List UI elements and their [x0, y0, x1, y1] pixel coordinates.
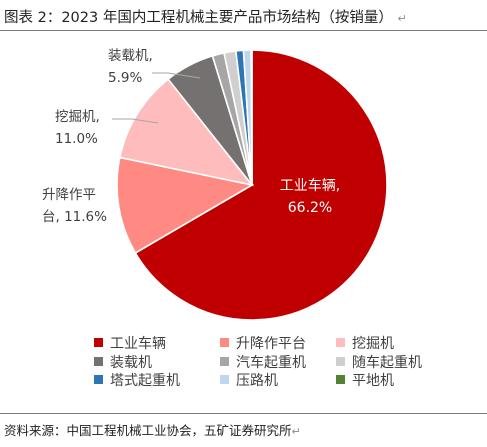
slice-3-data-label: 装载机, 5.9%	[108, 48, 153, 86]
slice-0	[134, 49, 388, 321]
title-divider	[0, 30, 487, 31]
legend-item-7: 压路机	[220, 373, 278, 389]
source-note: 资料来源：中国工程机械工业协会，五矿证券研究所↵	[4, 423, 301, 438]
slice-1	[116, 156, 255, 255]
figure-title: 图表 2：2023 年国内工程机械主要产品市场结构（按销量） ↵	[4, 10, 407, 26]
legend-label-2: 挖掘机	[352, 336, 394, 352]
legend-item-0: 工业车辆	[94, 335, 166, 352]
legend-item-1: 升降作平台	[220, 336, 306, 352]
slice-1-data-label: 升降作平台, 11.6%	[42, 187, 107, 225]
legend-item-3: 装载机	[94, 355, 152, 371]
slice-2	[118, 78, 254, 187]
source-divider	[0, 413, 487, 414]
legend-item-5: 随车起重机	[336, 354, 422, 371]
legend-swatch-2	[336, 338, 345, 347]
pie-chart: 工业车辆, 66.2%升降作平台, 11.6%挖掘机, 11.0%装载机, 5.9% …	[42, 48, 422, 389]
legend-swatch-0	[94, 338, 103, 347]
legend-swatch-3	[94, 357, 103, 366]
legend-swatch-8	[336, 375, 345, 384]
legend-item-4: 汽车起重机	[220, 354, 306, 371]
legend-swatch-1	[220, 338, 229, 347]
legend-label-0: 工业车辆	[110, 335, 166, 352]
legend-item-6: 塔式起重机	[94, 373, 180, 389]
slice-labels: 工业车辆, 66.2% 升降作平台, 11.6% 挖掘机, 11.0%装载机, 5.9%	[42, 48, 340, 225]
legend-label-8: 平地机	[352, 373, 394, 389]
label-leader-lines	[112, 72, 201, 124]
legend-label-6: 塔式起重机	[110, 373, 180, 389]
legend-label-3: 装载机	[110, 355, 152, 371]
pie-slices	[116, 49, 388, 321]
legend-label-1: 升降作平台	[236, 336, 306, 352]
legend-label-5: 随车起重机	[352, 354, 422, 371]
legend-swatch-7	[220, 375, 229, 384]
slice-3-leader-line	[152, 72, 201, 79]
slice-2-data-label: 挖掘机, 11.0%	[55, 109, 100, 147]
legend-label-7: 压路机	[236, 373, 278, 389]
legend-item-8: 平地机	[336, 373, 394, 389]
legend-item-2: 挖掘机	[336, 336, 394, 352]
legend-swatch-6	[94, 375, 103, 384]
slice-0-data-label: 工业车辆, 66.2%	[280, 177, 340, 216]
legend-swatch-4	[220, 357, 229, 366]
slice-2-leader-line	[112, 118, 159, 124]
legend-swatch-5	[336, 357, 345, 366]
slice-8	[250, 49, 253, 186]
legend-label-4: 汽车起重机	[236, 354, 306, 371]
